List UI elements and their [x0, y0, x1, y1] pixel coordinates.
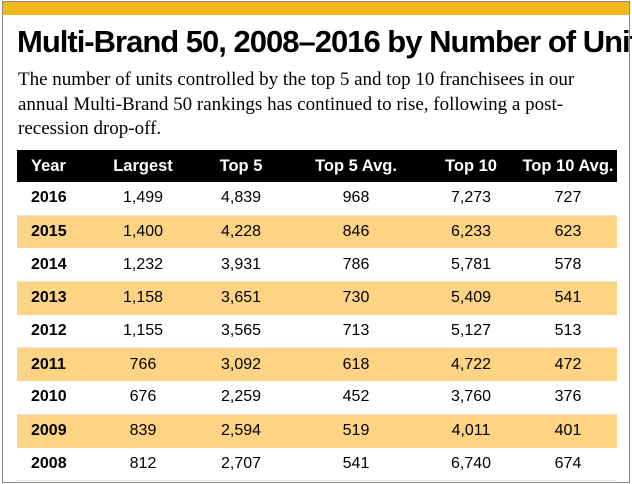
column-header-top5-avg: Top 5 Avg. [289, 150, 423, 182]
table-row: 2012 1,155 3,565 713 5,127 513 [17, 314, 617, 349]
cell-top5: 2,594 [193, 414, 289, 448]
cell-top5: 3,565 [193, 314, 289, 349]
cell-top10: 3,760 [423, 381, 519, 415]
cell-top10: 5,127 [423, 314, 519, 349]
cell-top10-avg: 674 [519, 447, 617, 482]
cell-top5-avg: 786 [289, 248, 423, 283]
cell-largest: 812 [93, 447, 193, 482]
cell-top5-avg: 968 [289, 182, 423, 216]
cell-top5: 4,228 [193, 215, 289, 249]
cell-top5-avg: 730 [289, 281, 423, 315]
cell-top10-avg: 578 [519, 248, 617, 283]
cell-top10: 4,011 [423, 414, 519, 448]
cell-top10-avg: 541 [519, 281, 617, 315]
table-header-row: Year Largest Top 5 Top 5 Avg. Top 10 Top… [17, 150, 617, 182]
cell-top5: 2,259 [193, 381, 289, 415]
column-header-top5: Top 5 [193, 150, 289, 182]
column-header-top10-avg: Top 10 Avg. [519, 150, 617, 182]
cell-top5: 4,839 [193, 182, 289, 216]
cell-year: 2016 [17, 182, 93, 216]
cell-top10: 5,781 [423, 248, 519, 283]
units-table: Year Largest Top 5 Top 5 Avg. Top 10 Top… [17, 150, 617, 482]
cell-top5-avg: 713 [289, 314, 423, 349]
cell-top5-avg: 452 [289, 381, 423, 415]
table-row: 2010 676 2,259 452 3,760 376 [17, 381, 617, 415]
cell-largest: 1,158 [93, 281, 193, 315]
cell-top5: 2,707 [193, 447, 289, 482]
cell-year: 2015 [17, 215, 93, 249]
cell-year: 2009 [17, 414, 93, 448]
cell-year: 2014 [17, 248, 93, 283]
cell-top10: 6,233 [423, 215, 519, 249]
cell-top5: 3,651 [193, 281, 289, 315]
cell-top10: 4,722 [423, 347, 519, 382]
cell-top10-avg: 727 [519, 182, 617, 216]
cell-largest: 766 [93, 347, 193, 382]
cell-year: 2012 [17, 314, 93, 349]
chart-subtitle: The number of units controlled by the to… [18, 69, 575, 139]
cell-year: 2011 [17, 347, 93, 382]
cell-year: 2008 [17, 447, 93, 482]
cell-top5-avg: 541 [289, 447, 423, 482]
chart-title: Multi-Brand 50, 2008–2016 by Number of U… [17, 24, 632, 59]
cell-largest: 1,499 [93, 182, 193, 216]
cell-year: 2010 [17, 381, 93, 415]
cell-top10-avg: 513 [519, 314, 617, 349]
table-row: 2008 812 2,707 541 6,740 674 [17, 447, 617, 482]
cell-year: 2013 [17, 281, 93, 315]
accent-bar [3, 2, 629, 15]
cell-largest: 676 [93, 381, 193, 415]
cell-largest: 1,400 [93, 215, 193, 249]
cell-top10: 5,409 [423, 281, 519, 315]
table-row: 2011 766 3,092 618 4,722 472 [17, 347, 617, 382]
column-header-year: Year [17, 150, 93, 182]
cell-top10: 6,740 [423, 447, 519, 482]
cell-top5: 3,092 [193, 347, 289, 382]
table-body: 2016 1,499 4,839 968 7,273 727 2015 1,400 4,228 8… [17, 182, 617, 482]
cell-largest: 1,155 [93, 314, 193, 349]
cell-largest: 1,232 [93, 248, 193, 283]
cell-top10-avg: 376 [519, 381, 617, 415]
table-row: 2015 1,400 4,228 846 6,233 623 [17, 215, 617, 249]
cell-top10-avg: 401 [519, 414, 617, 448]
table-row: 2014 1,232 3,931 786 5,781 578 [17, 248, 617, 283]
cell-top5-avg: 618 [289, 347, 423, 382]
table-row: 2016 1,499 4,839 968 7,273 727 [17, 182, 617, 216]
cell-top5-avg: 519 [289, 414, 423, 448]
cell-top5-avg: 846 [289, 215, 423, 249]
column-header-top10: Top 10 [423, 150, 519, 182]
column-header-largest: Largest [93, 150, 193, 182]
table-row: 2013 1,158 3,651 730 5,409 541 [17, 281, 617, 315]
cell-top5: 3,931 [193, 248, 289, 283]
cell-top10: 7,273 [423, 182, 519, 216]
table-row: 2009 839 2,594 519 4,011 401 [17, 414, 617, 448]
cell-largest: 839 [93, 414, 193, 448]
cell-top10-avg: 623 [519, 215, 617, 249]
cell-top10-avg: 472 [519, 347, 617, 382]
